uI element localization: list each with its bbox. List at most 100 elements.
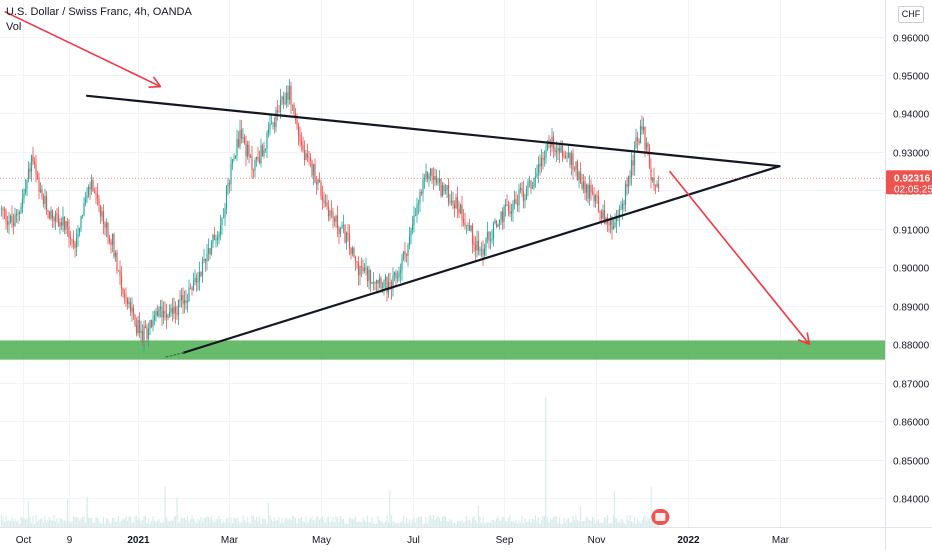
candle-body [386,276,388,294]
candle-body [75,238,78,248]
volume-bar [96,517,99,527]
candle-body [231,159,234,165]
volume-bar [155,522,157,527]
volume-bar [497,515,499,527]
candle-body [32,155,34,162]
candle-body [161,306,163,318]
candle-body [263,150,265,156]
volume-bar [147,519,150,527]
volume-bar [515,519,517,527]
arrow-bottom[interactable] [668,170,810,345]
currency-button[interactable]: CHF [898,6,924,23]
volume-bar [518,520,520,527]
legend-volume-label: Vol [6,21,22,33]
volume-bar [516,523,519,527]
volume-bar [35,515,37,527]
volume-bar [297,518,300,527]
candle-body [272,122,274,124]
x-tick-label: Oct [16,535,32,546]
volume-bar [347,523,349,527]
arrow-top[interactable] [4,10,161,88]
candle-body [527,181,529,190]
volume-bar [389,491,391,527]
candle-body [594,195,597,202]
volume-bar [363,519,366,527]
candle-body [593,193,595,202]
candle-body [195,277,198,283]
candle-body [87,186,90,196]
candle-body [92,180,94,192]
volume-bar [29,516,31,527]
candle-body [212,234,214,243]
arrow-top-head[interactable] [148,76,162,88]
candle-body [525,189,528,200]
candle-body [225,186,228,210]
volume-bar [114,521,117,527]
volume-bar [381,522,384,527]
y-tick-label: 0.85000 [893,457,930,468]
candle-body [71,239,73,241]
candle-body [210,242,213,255]
x-tick-label: 9 [67,535,73,546]
volume-bar [447,521,450,527]
volume-bar [455,523,457,527]
candle-body [450,200,453,203]
support-zone[interactable] [0,340,885,360]
volume-bar [498,520,501,527]
volume-bar [473,515,475,527]
support-trendline[interactable] [182,165,781,354]
candle-body [377,280,379,284]
volume-bar [492,519,495,527]
volume-bar [293,516,295,527]
candle-body [657,183,660,189]
candle-body [453,204,456,209]
resistance-trendline[interactable] [86,94,781,168]
candle-body [101,211,103,217]
volume-bar [237,521,240,527]
candle-body [171,308,174,314]
volume-bar [101,523,103,527]
candle-body [411,224,414,231]
candle-body [234,155,237,159]
candle-body [473,243,475,246]
volume-bar [636,518,639,527]
volume-bar [635,523,637,527]
volume-bar [626,515,628,527]
volume-bar [527,521,529,527]
candle-body [201,260,204,276]
x-tick-label: Mar [772,535,790,546]
arrow-bottom-head[interactable] [797,332,811,346]
drawings[interactable] [4,10,811,358]
volume-bar [113,517,115,527]
volume-bar [393,522,396,527]
candle-body [416,204,418,216]
candle-body [654,185,657,187]
volume-bar [426,523,429,527]
candle-body [612,226,615,230]
candle-body [198,271,201,282]
volume-bar [192,518,195,527]
volume-bar [387,522,390,527]
volume-bar [216,519,219,527]
volume-bar [207,517,210,527]
candle-body [539,164,541,167]
volume-bar [215,519,217,527]
candle-body [258,158,261,164]
candle-body [579,171,582,184]
volume-bar [554,515,556,527]
candle-body [50,210,52,219]
candle-body [642,126,645,130]
candle-body [251,156,253,171]
candle-body [354,256,357,261]
volume-bar [644,515,646,527]
candle-body [33,161,36,164]
candle-body [84,198,87,203]
candle-body [122,288,124,294]
support-trendline-extension[interactable] [165,352,185,358]
candle-body [555,150,558,153]
candle-body [266,133,268,149]
volume-bar [335,515,337,527]
candle-body [120,276,123,289]
